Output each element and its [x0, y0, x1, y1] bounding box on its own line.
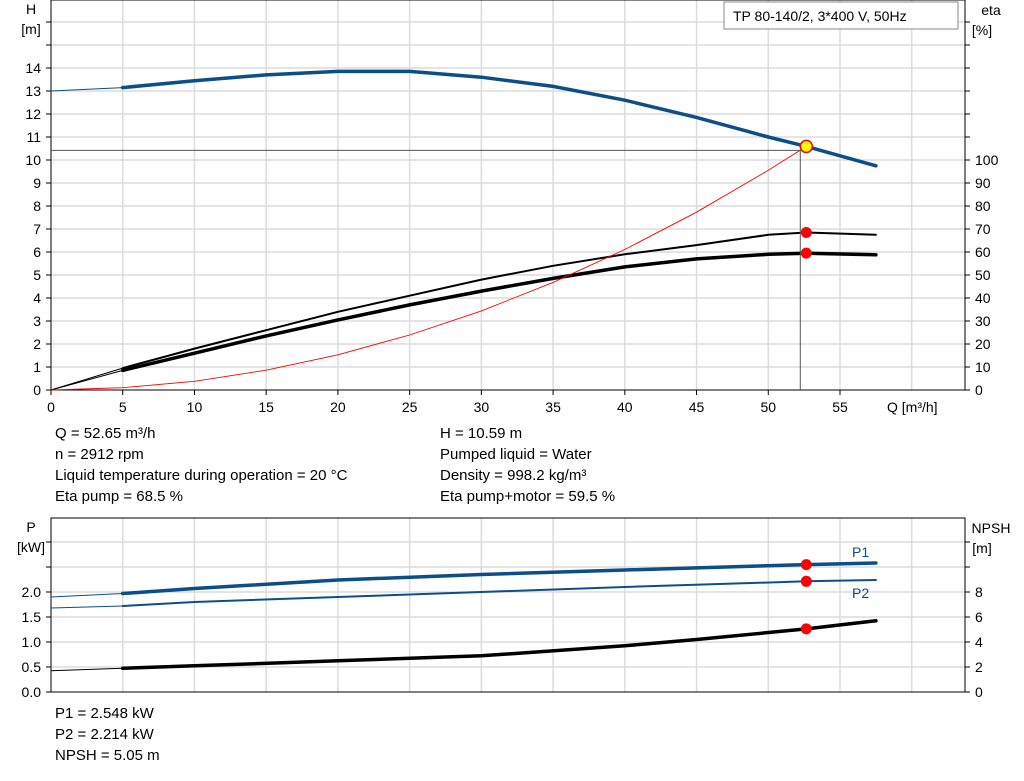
y-tick-label-left: 5: [33, 267, 41, 283]
x-tick-label: 5: [119, 399, 127, 415]
series-line: [120, 251, 878, 373]
series-line-start: [50, 369, 123, 391]
y-tick-label-left: 4: [33, 290, 41, 306]
y-axis-unit-right: [%]: [972, 22, 992, 38]
y-tick-label-right: 4: [975, 634, 983, 650]
info-eta-pump: Eta pump = 68.5 %: [55, 488, 183, 505]
info-eta-total: Eta pump+motor = 59.5 %: [440, 488, 616, 505]
y-tick-label-left: 1: [33, 359, 41, 375]
series-line: [120, 619, 878, 671]
y-tick-label-right: 60: [975, 244, 991, 260]
x-tick-label: 20: [330, 399, 346, 415]
y-tick-label-left: 2.0: [22, 584, 42, 600]
x-tick-label: 35: [545, 399, 561, 415]
x-tick-label: 25: [402, 399, 418, 415]
series-line-start: [50, 87, 123, 92]
y-tick-label-left: 8: [33, 198, 41, 214]
y-axis-unit-left: [kW]: [17, 539, 45, 555]
info-h: H = 10.59 m: [440, 425, 523, 442]
series-line-start: [50, 667, 123, 672]
info-liquid: Pumped liquid = Water: [440, 446, 592, 463]
y-tick-label-left: 9: [33, 175, 41, 191]
series-line: [120, 69, 878, 168]
y-tick-label-right: 90: [975, 175, 991, 191]
y-axis-label-right: eta: [981, 2, 1001, 18]
y-tick-label-right: 10: [975, 359, 991, 375]
y-axis-label-left: P: [26, 519, 35, 535]
info-p2: P2 = 2.214 kW: [55, 726, 154, 743]
y-tick-label-right: 70: [975, 221, 991, 237]
y-tick-label-right: 100: [975, 152, 999, 168]
y-tick-label-right: 30: [975, 313, 991, 329]
x-tick-label: 30: [474, 399, 490, 415]
y-tick-label-right: 20: [975, 336, 991, 352]
x-tick-label: 50: [760, 399, 776, 415]
series-label-p2: P2: [852, 585, 869, 601]
chart-title: TP 80-140/2, 3*400 V, 50Hz: [733, 8, 907, 24]
info-temperature: Liquid temperature during operation = 20…: [55, 467, 348, 484]
system-curve: [50, 146, 807, 391]
info-speed: n = 2912 rpm: [55, 446, 144, 463]
series-line: [121, 231, 877, 370]
y-tick-label-left: 2: [33, 336, 41, 352]
y-axis-label-left: H: [26, 1, 36, 17]
x-tick-label: 15: [258, 399, 274, 415]
y-tick-label-right: 0: [975, 684, 983, 700]
y-tick-label-left: 0.5: [22, 659, 42, 675]
duty-point-npsh: [800, 623, 812, 635]
y-tick-label-right: 40: [975, 290, 991, 306]
y-tick-label-left: 1.5: [22, 609, 42, 625]
y-tick-label-left: 14: [25, 60, 41, 76]
duty-point-eta-pump: [800, 226, 812, 238]
y-tick-label-left: 13: [25, 83, 41, 99]
series-line-start: [50, 593, 123, 598]
y-axis-label-right: NPSH: [972, 520, 1011, 536]
duty-point-marker: [799, 139, 814, 154]
y-tick-label-left: 10: [25, 152, 41, 168]
y-tick-label-right: 50: [975, 267, 991, 283]
y-tick-label-left: 0.0: [22, 684, 42, 700]
x-tick-label: 0: [47, 399, 55, 415]
x-tick-label: 45: [689, 399, 705, 415]
y-tick-label-left: 6: [33, 244, 41, 260]
y-tick-label-left: 11: [26, 129, 41, 145]
y-tick-label-left: 1.0: [22, 634, 42, 650]
x-tick-label: 40: [617, 399, 633, 415]
title-box: [723, 1, 959, 30]
y-tick-label-right: 80: [975, 198, 991, 214]
series-label-p1: P1: [852, 544, 869, 560]
y-axis-unit-left: [m]: [21, 21, 40, 37]
y-tick-label-left: 3: [33, 313, 41, 329]
y-tick-label-right: 2: [975, 659, 983, 675]
duty-point-p2: [800, 575, 812, 587]
y-tick-label-left: 12: [25, 106, 41, 122]
y-tick-label-right: 8: [975, 584, 983, 600]
plot-frame: [50, 517, 966, 693]
series-line-p2: [121, 579, 877, 607]
info-q: Q = 52.65 m³/h: [55, 425, 156, 442]
info-npsh: NPSH = 5.05 m: [55, 747, 160, 764]
y-axis-unit-right: [m]: [972, 540, 991, 556]
y-tick-label-left: 0: [33, 382, 41, 398]
info-p1: P1 = 2.548 kW: [55, 705, 154, 722]
info-density: Density = 998.2 kg/m³: [440, 467, 587, 484]
x-tick-label: 55: [832, 399, 848, 415]
x-axis-label: Q [m³/h]: [887, 399, 938, 415]
duty-point-p1: [800, 559, 812, 571]
x-tick-label: 10: [187, 399, 203, 415]
y-tick-label-right: 6: [975, 609, 983, 625]
plot-frame: [50, 0, 966, 391]
duty-point-eta-total: [800, 247, 812, 259]
series-line-start: [50, 605, 123, 609]
y-tick-label-left: 7: [33, 221, 41, 237]
y-tick-label-right: 0: [975, 382, 983, 398]
